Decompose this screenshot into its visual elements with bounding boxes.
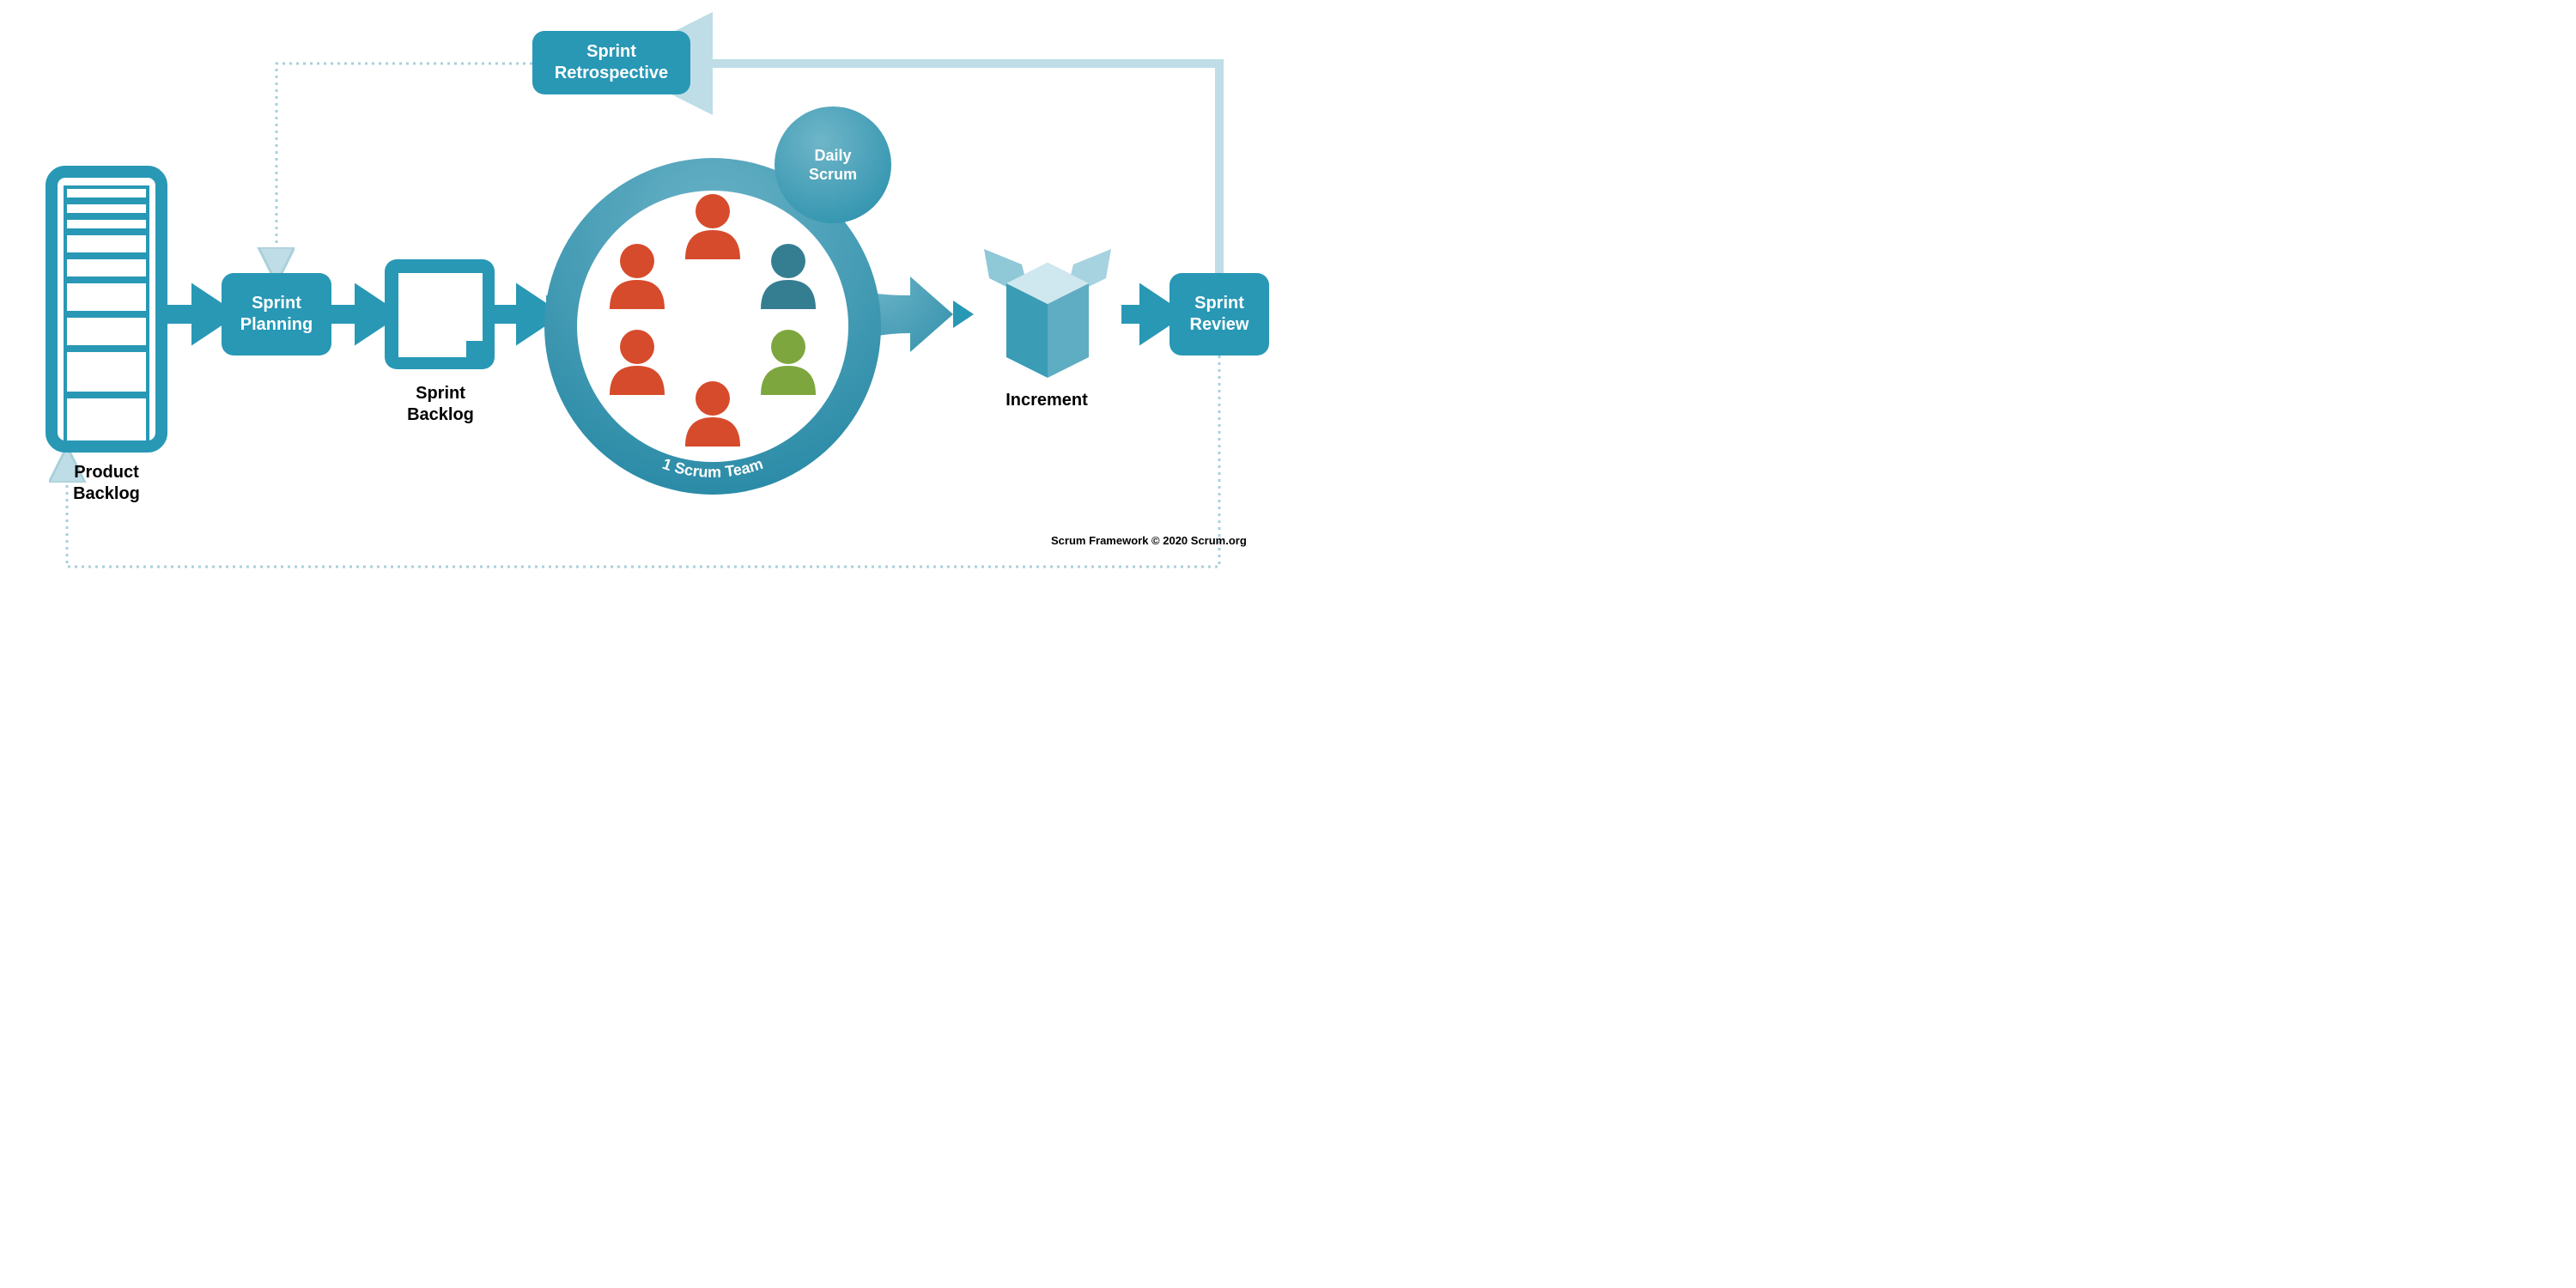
arrow-retrospective-to-planning xyxy=(276,64,532,252)
sprint-retrospective-label: SprintRetrospective xyxy=(555,41,668,84)
sprint-review-node: SprintReview xyxy=(1170,273,1269,355)
sprint-backlog-icon xyxy=(385,259,495,369)
scrum-diagram: 1 Scrum Team xyxy=(0,0,1288,644)
copyright-text: Scrum Framework © 2020 Scrum.org xyxy=(1051,534,1247,547)
increment-box-icon xyxy=(984,249,1111,378)
scrum-team-ring: 1 Scrum Team xyxy=(544,158,953,495)
product-backlog-label: ProductBacklog xyxy=(58,462,155,505)
arrow-team-to-increment xyxy=(953,301,974,328)
sprint-retrospective-node: SprintRetrospective xyxy=(532,31,690,94)
sprint-backlog-label: SprintBacklog xyxy=(402,383,479,426)
sprint-planning-label: SprintPlanning xyxy=(240,293,313,336)
increment-label: Increment xyxy=(999,390,1094,411)
diagram-svg: 1 Scrum Team xyxy=(0,0,1288,644)
sprint-review-label: SprintReview xyxy=(1190,293,1249,336)
daily-scrum-label: DailyScrum xyxy=(809,146,857,185)
sprint-planning-node: SprintPlanning xyxy=(222,273,331,355)
daily-scrum-label-box: DailyScrum xyxy=(775,129,891,201)
product-backlog-icon xyxy=(52,172,161,448)
